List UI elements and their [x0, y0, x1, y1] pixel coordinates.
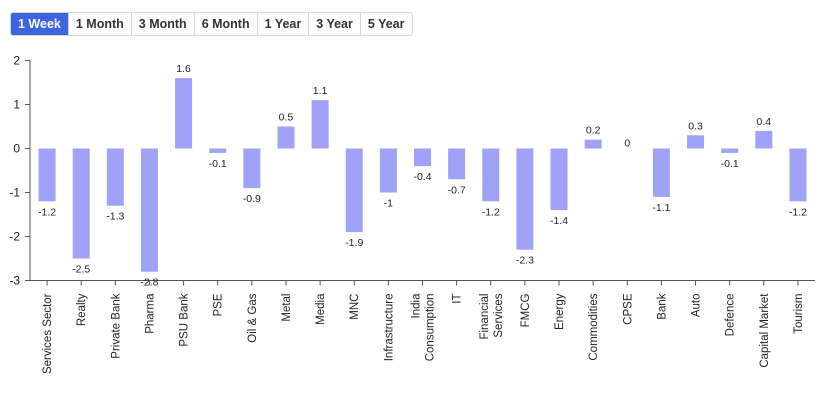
- x-tick-label: India Consumption: [411, 293, 437, 361]
- x-tick-label-line: Consumption: [425, 294, 437, 362]
- period-selector: 1 Week 1 Month 3 Month 6 Month 1 Year 3 …: [10, 12, 413, 36]
- bar: [140, 148, 158, 272]
- y-tick-label: 0: [13, 142, 20, 156]
- x-tick-label: Energy: [554, 293, 566, 330]
- x-tick-label: Capital Market: [759, 293, 771, 368]
- data-label: -0.1: [721, 158, 739, 170]
- tab-5-year[interactable]: 5 Year: [367, 17, 405, 31]
- x-tick-label: Bank: [656, 293, 668, 319]
- bar: [789, 148, 807, 202]
- x-tick-label: Oil & Gas: [247, 293, 259, 342]
- x-tick-label: Private Bank: [110, 293, 122, 358]
- x-tick-label: Financial Services: [479, 293, 505, 339]
- x-tick-label: PSE: [213, 293, 225, 316]
- bar: [482, 148, 500, 202]
- x-tick-label: Commodities: [588, 293, 600, 360]
- x-tick-label: MNC: [349, 294, 361, 320]
- x-tick-label: Services Sector: [42, 293, 54, 374]
- y-tick-label: 2: [13, 54, 20, 68]
- x-tick-label: PSU Bank: [179, 293, 191, 346]
- bar: [652, 148, 670, 197]
- bar: [755, 130, 773, 149]
- data-label: 0.4: [756, 116, 771, 128]
- bar: [72, 148, 90, 259]
- y-tick-label: -3: [9, 274, 20, 288]
- data-label: -1.3: [106, 211, 124, 223]
- x-tick-label-line: India: [411, 293, 423, 319]
- tab-3-month[interactable]: 3 Month: [132, 13, 195, 35]
- bar: [584, 139, 602, 149]
- y-tick-label: -2: [9, 230, 20, 244]
- data-label: -1.4: [550, 215, 568, 227]
- x-tick-label: Pharma: [144, 293, 156, 334]
- bar: [516, 148, 534, 250]
- tab-6-month[interactable]: 6 Month: [195, 13, 258, 35]
- tab-3-year[interactable]: 3 Year: [309, 13, 361, 35]
- data-label: -2.5: [72, 264, 90, 276]
- tab-1-week[interactable]: 1 Week: [11, 13, 69, 35]
- data-label: -0.7: [448, 184, 466, 196]
- x-tick-label: Auto: [691, 294, 703, 318]
- x-tick-label: Defence: [725, 294, 737, 337]
- x-tick-label: IT: [452, 294, 464, 304]
- data-label: 0: [624, 138, 630, 150]
- bar: [379, 148, 397, 193]
- data-label: 0.2: [586, 125, 601, 137]
- bar: [414, 148, 431, 167]
- bar: [209, 148, 227, 153]
- data-label: -1.2: [789, 206, 807, 218]
- x-tick-label-line: Services: [493, 293, 505, 337]
- data-label: -1.9: [345, 237, 363, 249]
- bar: [345, 148, 363, 233]
- data-label: 1.6: [176, 63, 191, 75]
- bar: [175, 78, 193, 149]
- bar: [687, 135, 705, 149]
- data-label: -1: [384, 198, 393, 210]
- x-tick-label: FMCG: [520, 293, 532, 327]
- x-tick-label: Media: [315, 293, 327, 325]
- data-label: -0.9: [243, 193, 261, 205]
- bar: [448, 148, 466, 180]
- data-label: -0.4: [413, 171, 431, 183]
- bar: [721, 148, 739, 153]
- data-label: -1.2: [482, 206, 500, 218]
- x-tick-label: Infrastructure: [383, 294, 395, 362]
- data-label: -0.1: [209, 158, 227, 170]
- bar: [106, 148, 124, 206]
- bar: [38, 148, 56, 202]
- data-label: 1.1: [313, 85, 328, 97]
- bar: [243, 148, 261, 189]
- x-tick-label-line: Financial: [479, 294, 491, 340]
- data-label: 0.3: [688, 120, 703, 132]
- y-tick-label: -1: [9, 186, 20, 200]
- x-tick-label: CPSE: [622, 293, 634, 325]
- y-tick-label: 1: [13, 98, 20, 112]
- data-label: -1.1: [652, 202, 670, 214]
- tab-1-year[interactable]: 1 Year: [258, 13, 310, 35]
- bar: [277, 126, 295, 149]
- x-tick-label: Tourism: [793, 294, 805, 334]
- data-label: -1.2: [38, 206, 56, 218]
- bar: [550, 148, 568, 211]
- data-label: 0.5: [279, 112, 294, 124]
- data-label: -2.3: [516, 255, 534, 267]
- x-tick-label: Realty: [76, 293, 88, 326]
- bar: [311, 100, 329, 149]
- tab-1-month[interactable]: 1 Month: [69, 13, 132, 35]
- x-tick-label: Metal: [281, 294, 293, 322]
